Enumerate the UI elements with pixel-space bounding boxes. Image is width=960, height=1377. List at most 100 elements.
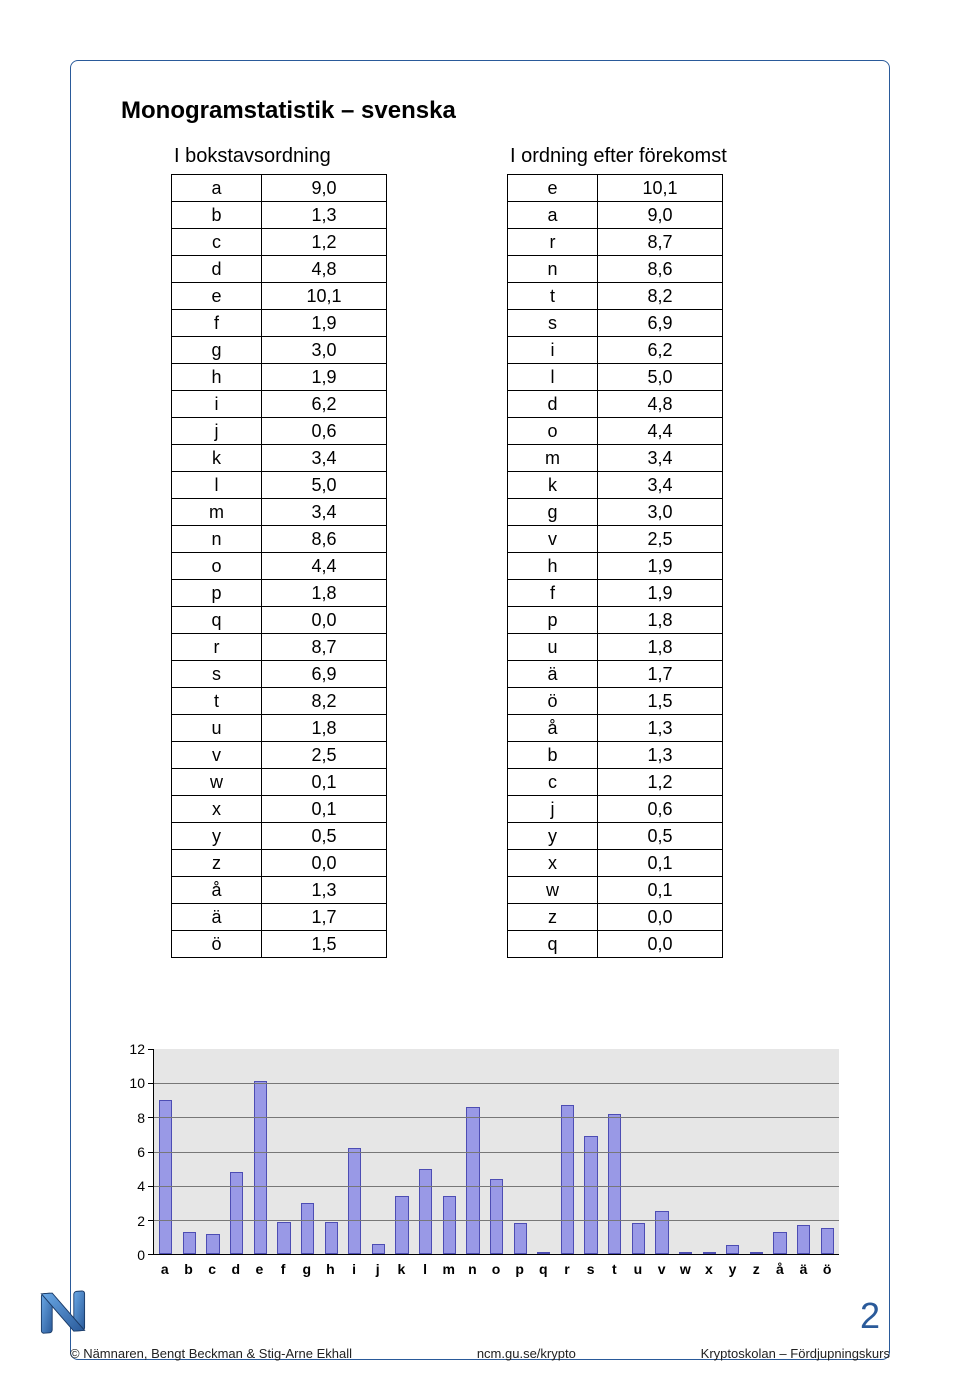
chart-x-tick-label: j (366, 1257, 390, 1279)
chart-bar (655, 1211, 668, 1254)
chart-x-tick-label: e (248, 1257, 272, 1279)
chart-bar (325, 1222, 338, 1254)
cell-value: 1,8 (598, 634, 723, 661)
cell-letter: b (172, 202, 262, 229)
cell-letter: s (508, 310, 598, 337)
cell-value: 1,3 (262, 202, 387, 229)
frequency-chart: 024681012 abcdefghijklmnopqrstuvwxyzåäö (121, 1049, 839, 1279)
cell-letter: u (508, 634, 598, 661)
cell-letter: g (172, 337, 262, 364)
table-row: i6,2 (508, 337, 723, 364)
table-row: t8,2 (508, 283, 723, 310)
cell-letter: g (508, 499, 598, 526)
table-row: k3,4 (508, 472, 723, 499)
table-row: i6,2 (172, 391, 387, 418)
chart-x-tick-label: p (508, 1257, 532, 1279)
table-row: u1,8 (172, 715, 387, 742)
chart-x-tick-label: k (390, 1257, 414, 1279)
chart-bar (466, 1107, 479, 1254)
cell-value: 0,0 (598, 904, 723, 931)
cell-value: 0,1 (262, 769, 387, 796)
table-row: g3,0 (508, 499, 723, 526)
chart-y-tick-label: 12 (129, 1041, 145, 1057)
chart-bar (537, 1252, 550, 1254)
table-row: h1,9 (508, 553, 723, 580)
cell-letter: n (172, 526, 262, 553)
cell-letter: r (508, 229, 598, 256)
footer-center: ncm.gu.se/krypto (352, 1346, 701, 1361)
cell-value: 0,1 (262, 796, 387, 823)
cell-letter: m (508, 445, 598, 472)
cell-letter: z (508, 904, 598, 931)
chart-x-tick-label: i (342, 1257, 366, 1279)
cell-letter: p (172, 580, 262, 607)
cell-letter: x (172, 796, 262, 823)
table-row: ä1,7 (508, 661, 723, 688)
table-row: c1,2 (172, 229, 387, 256)
chart-container: 024681012 abcdefghijklmnopqrstuvwxyzåäö (121, 1049, 839, 1279)
chart-y-tick-label: 8 (137, 1110, 145, 1126)
cell-letter: s (172, 661, 262, 688)
table-row: ä1,7 (172, 904, 387, 931)
cell-value: 1,5 (598, 688, 723, 715)
cell-value: 4,8 (262, 256, 387, 283)
cell-value: 3,0 (598, 499, 723, 526)
chart-x-tick-label: å (768, 1257, 792, 1279)
chart-x-tick-label: n (461, 1257, 485, 1279)
page: Monogramstatistik – svenska I bokstavsor… (0, 0, 960, 1377)
cell-letter: l (172, 472, 262, 499)
chart-x-tick-label: q (532, 1257, 556, 1279)
page-number: 2 (860, 1295, 880, 1337)
cell-letter: a (508, 202, 598, 229)
table-row: l5,0 (508, 364, 723, 391)
table-row: o4,4 (172, 553, 387, 580)
cell-value: 1,5 (262, 931, 387, 958)
chart-x-tick-label: o (484, 1257, 508, 1279)
cell-value: 2,5 (262, 742, 387, 769)
table-row: j0,6 (172, 418, 387, 445)
chart-bar (608, 1114, 621, 1254)
cell-value: 3,4 (598, 472, 723, 499)
table-row: s6,9 (172, 661, 387, 688)
cell-value: 0,5 (598, 823, 723, 850)
cell-value: 0,6 (598, 796, 723, 823)
cell-value: 8,6 (262, 526, 387, 553)
cell-letter: k (508, 472, 598, 499)
chart-bar (632, 1223, 645, 1254)
chart-x-tick-label: l (413, 1257, 437, 1279)
cell-value: 1,3 (262, 877, 387, 904)
cell-letter: y (508, 823, 598, 850)
table-freq-col: I ordning efter förekomst e10,1a9,0r8,7n… (507, 145, 727, 958)
cell-value: 8,7 (598, 229, 723, 256)
table-row: u1,8 (508, 634, 723, 661)
cell-letter: w (172, 769, 262, 796)
chart-bar (183, 1232, 196, 1254)
table-alpha-col: I bokstavsordning a9,0b1,3c1,2d4,8e10,1f… (171, 145, 387, 958)
chart-x-labels: abcdefghijklmnopqrstuvwxyzåäö (153, 1257, 839, 1279)
chart-bar (230, 1172, 243, 1254)
table-row: r8,7 (172, 634, 387, 661)
chart-bar (797, 1225, 810, 1254)
table-row: v2,5 (172, 742, 387, 769)
cell-letter: r (172, 634, 262, 661)
chart-x-tick-label: g (295, 1257, 319, 1279)
footer-right: Kryptoskolan – Fördjupningskurs (701, 1346, 890, 1361)
cell-letter: ö (172, 931, 262, 958)
chart-plot-area (153, 1049, 839, 1255)
cell-value: 8,2 (598, 283, 723, 310)
cell-letter: u (172, 715, 262, 742)
cell-value: 2,5 (598, 526, 723, 553)
chart-x-tick-label: c (200, 1257, 224, 1279)
cell-value: 5,0 (598, 364, 723, 391)
chart-bar (254, 1081, 267, 1254)
chart-x-tick-label: w (673, 1257, 697, 1279)
cell-value: 1,7 (262, 904, 387, 931)
chart-x-tick-label: ö (815, 1257, 839, 1279)
table-alpha: a9,0b1,3c1,2d4,8e10,1f1,9g3,0h1,9i6,2j0,… (171, 174, 387, 958)
table-row: p1,8 (508, 607, 723, 634)
cell-value: 0,5 (262, 823, 387, 850)
cell-letter: b (508, 742, 598, 769)
table-row: w0,1 (172, 769, 387, 796)
chart-x-tick-label: a (153, 1257, 177, 1279)
namnaren-logo-icon (36, 1287, 90, 1341)
